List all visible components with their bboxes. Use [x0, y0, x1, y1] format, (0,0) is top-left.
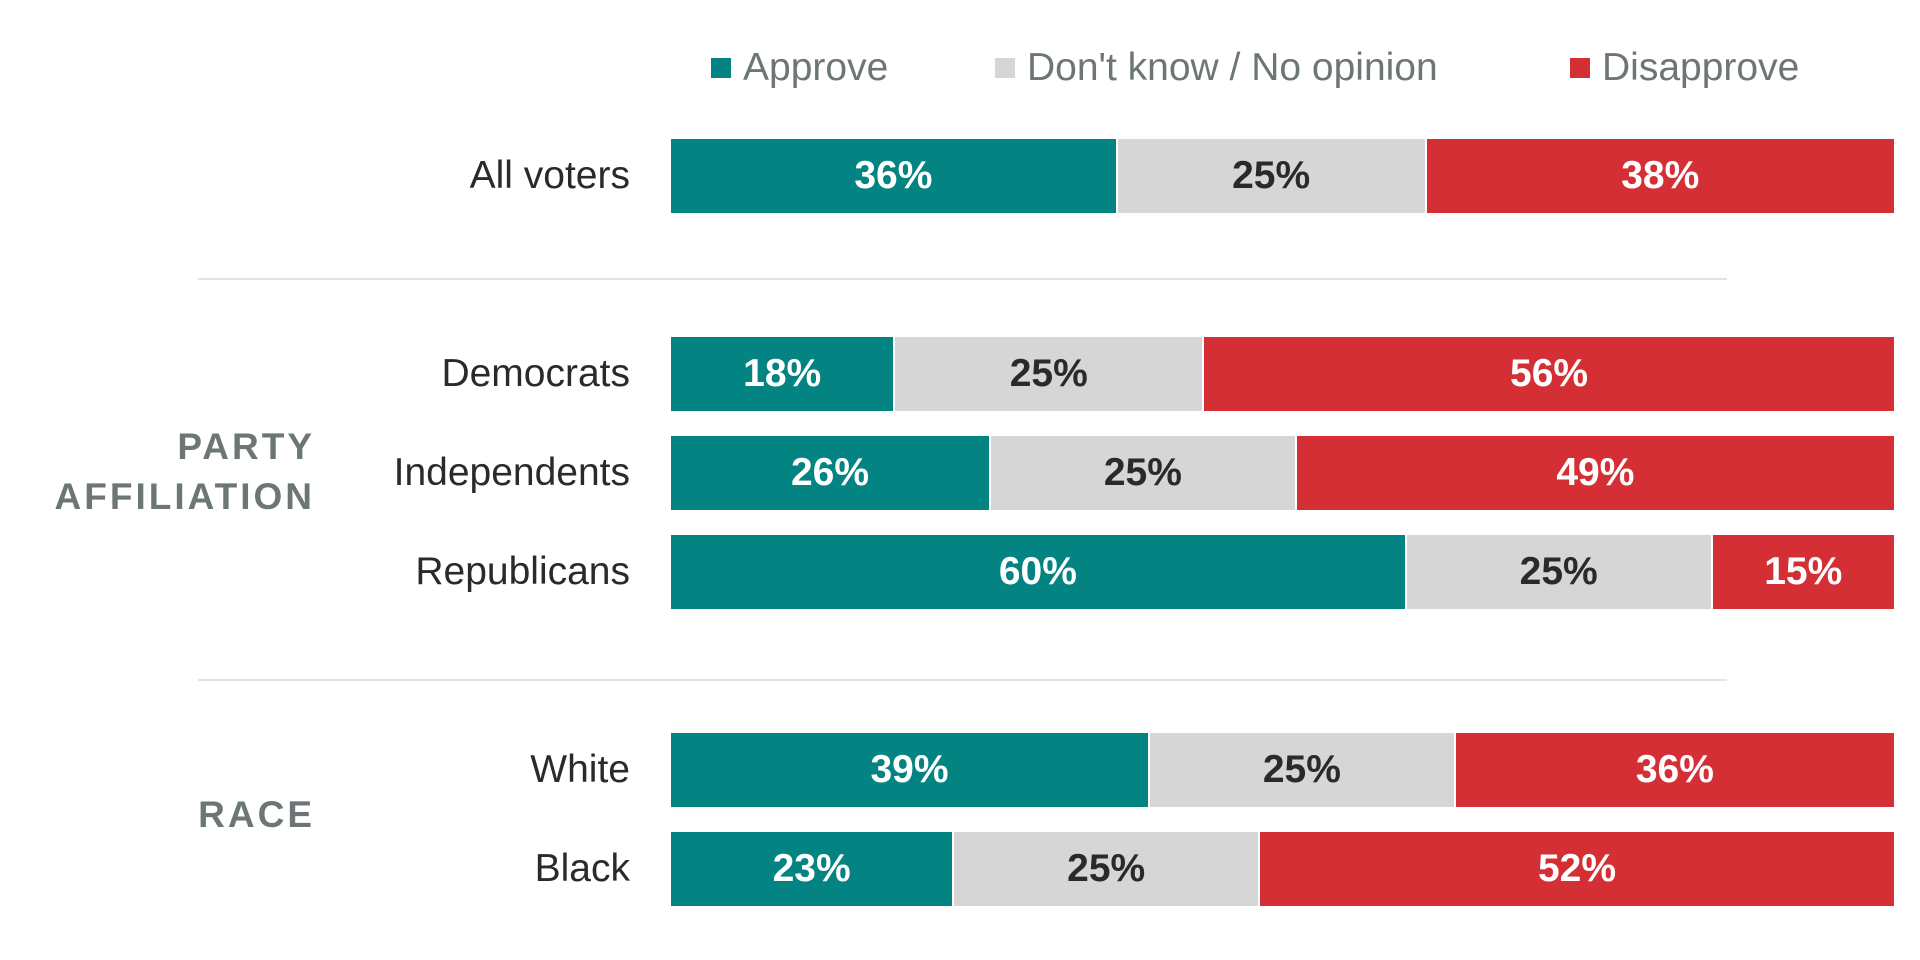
section-label-line: PARTY [177, 426, 315, 467]
data-label: 49% [1556, 451, 1635, 494]
bar-segment-dont-know-democrats: 25% [893, 337, 1203, 411]
section-label-party-affiliation: PARTY AFFILIATION [55, 422, 315, 522]
data-label: 56% [1510, 352, 1589, 395]
data-label: 39% [870, 748, 949, 791]
data-label: 25% [1103, 451, 1182, 494]
bar-segment-approve-democrats: 18% [671, 337, 894, 411]
legend-label-approve: Approve [743, 46, 889, 89]
legend-item-disapprove: Disapprove [1570, 48, 1799, 88]
data-label: 52% [1537, 847, 1617, 890]
section-label-race: RACE [198, 790, 315, 840]
data-label: 25% [1262, 748, 1341, 791]
legend-swatch-approve-icon [711, 58, 731, 78]
data-label: 38% [1621, 154, 1700, 197]
row-label-all-voters: All voters [469, 154, 630, 197]
bar-segment-approve-black: 23% [671, 832, 953, 906]
row-label-republicans: Republicans [415, 550, 630, 593]
bar-segment-dont-know-independents: 25% [988, 436, 1295, 510]
data-label: 60% [998, 550, 1077, 593]
section-label-line: RACE [198, 794, 315, 835]
group-divider [198, 679, 1727, 681]
bar-segment-dont-know-all-voters: 25% [1115, 139, 1425, 213]
data-label: 25% [1067, 847, 1146, 890]
bar-segment-disapprove-republicans: 15% [1710, 535, 1894, 609]
data-label: 18% [743, 352, 822, 395]
bar-independents: 26% 25% 49% [671, 436, 1894, 510]
bar-republicans: 60% 25% 15% [671, 535, 1894, 609]
bar-segment-disapprove-white: 36% [1453, 733, 1894, 807]
legend-label-dont-know: Don't know / No opinion [1027, 46, 1438, 89]
bar-segment-approve-independents: 26% [671, 436, 989, 510]
data-label: 36% [1635, 748, 1714, 791]
group-divider [198, 278, 1727, 280]
data-label: 25% [1232, 154, 1311, 197]
bar-segment-approve-all-voters: 36% [671, 139, 1116, 213]
row-label-independents: Independents [393, 451, 630, 494]
bar-white: 39% 25% 36% [671, 733, 1894, 807]
row-label-democrats: Democrats [441, 352, 630, 395]
bar-segment-disapprove-independents: 49% [1294, 436, 1894, 510]
bar-segment-dont-know-republicans: 25% [1404, 535, 1711, 609]
legend-item-approve: Approve [711, 48, 888, 88]
legend-swatch-disapprove-icon [1570, 58, 1590, 78]
legend-item-dont-know: Don't know / No opinion [995, 48, 1438, 88]
bar-segment-dont-know-white: 25% [1147, 733, 1454, 807]
data-label: 23% [772, 847, 851, 890]
bar-segment-disapprove-all-voters: 38% [1424, 139, 1894, 213]
row-label-white: White [530, 748, 630, 791]
data-label: 15% [1764, 550, 1843, 593]
data-label: 36% [854, 154, 933, 197]
bar-segment-approve-white: 39% [671, 733, 1148, 807]
bar-segment-dont-know-black: 25% [952, 832, 1259, 906]
section-label-line: AFFILIATION [54, 476, 315, 517]
bar-segment-approve-republicans: 60% [671, 535, 1405, 609]
data-label: 25% [1519, 550, 1598, 593]
data-label: 25% [1009, 352, 1088, 395]
bar-black: 23% 25% 52% [671, 832, 1894, 906]
legend-swatch-dont-know-icon [995, 58, 1015, 78]
legend-label-disapprove: Disapprove [1602, 46, 1800, 89]
row-label-black: Black [534, 847, 630, 890]
data-label: 26% [790, 451, 870, 494]
bar-segment-disapprove-democrats: 56% [1202, 337, 1894, 411]
bar-all-voters: 36% 25% 38% [671, 139, 1894, 213]
bar-segment-disapprove-black: 52% [1258, 832, 1894, 906]
bar-democrats: 18% 25% 56% [671, 337, 1894, 411]
